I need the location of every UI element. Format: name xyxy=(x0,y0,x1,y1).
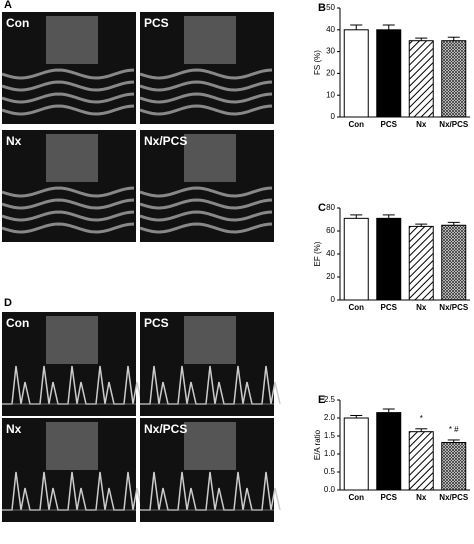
m-mode-trace xyxy=(1,68,135,116)
bar xyxy=(441,224,467,301)
y-tick-label: 60 xyxy=(326,226,335,235)
x-tick-label: Nx/PCS xyxy=(439,120,469,129)
y-tick-label: 20 xyxy=(326,272,335,281)
y-tick-label: 20 xyxy=(326,69,335,78)
echo-inset xyxy=(184,134,236,182)
y-tick-label: 0.0 xyxy=(324,485,336,494)
bar xyxy=(408,431,434,491)
echo-inset xyxy=(46,134,98,182)
y-tick-label: 40 xyxy=(326,249,335,258)
annotation: * # xyxy=(449,425,459,434)
bar xyxy=(343,417,369,491)
y-tick-label: 50 xyxy=(326,3,335,12)
annotation: * xyxy=(420,414,423,423)
image-label: Nx xyxy=(6,134,22,148)
bar xyxy=(408,40,434,118)
image-label: Con xyxy=(6,316,29,330)
bar xyxy=(376,217,402,301)
y-tick-label: 30 xyxy=(326,47,335,56)
y-axis-label: FS (%) xyxy=(313,50,322,75)
panel-label: E xyxy=(318,394,325,406)
panel-label: C xyxy=(318,202,326,214)
bar xyxy=(441,441,467,491)
y-tick-label: 2.0 xyxy=(324,413,336,422)
y-tick-label: 0.5 xyxy=(324,467,336,476)
x-tick-label: Nx/PCS xyxy=(439,303,469,312)
x-tick-label: PCS xyxy=(381,120,398,129)
bar xyxy=(343,217,369,301)
image-label: Nx xyxy=(6,422,22,436)
echo-inset xyxy=(184,316,236,364)
x-tick-label: Con xyxy=(348,493,364,502)
m-mode-trace xyxy=(1,186,135,234)
y-tick-label: 0 xyxy=(331,295,336,304)
panel-label: B xyxy=(318,2,326,14)
y-tick-label: 0 xyxy=(331,112,336,121)
echo-inset xyxy=(46,16,98,64)
y-tick-label: 10 xyxy=(326,90,335,99)
image-label: Nx/PCS xyxy=(144,422,187,436)
x-tick-label: Nx xyxy=(416,303,427,312)
bar xyxy=(408,225,434,301)
bar xyxy=(376,29,402,118)
x-tick-label: Con xyxy=(348,120,364,129)
panel-label: D xyxy=(4,297,12,309)
image-label: PCS xyxy=(144,316,169,330)
x-tick-label: Nx xyxy=(416,120,427,129)
y-tick-label: 2.5 xyxy=(324,395,336,404)
echo-inset xyxy=(46,316,98,364)
y-axis-label: EF (%) xyxy=(313,241,322,266)
m-mode-trace xyxy=(139,68,273,116)
bar xyxy=(376,412,402,491)
x-tick-label: Nx/PCS xyxy=(439,493,469,502)
x-tick-label: PCS xyxy=(381,493,398,502)
x-tick-label: Nx xyxy=(416,493,427,502)
panel-label: A xyxy=(4,0,12,11)
image-label: PCS xyxy=(144,16,169,30)
x-tick-label: Con xyxy=(348,303,364,312)
y-tick-label: 1.5 xyxy=(324,431,336,440)
x-tick-label: PCS xyxy=(381,303,398,312)
echo-inset xyxy=(46,422,98,470)
m-mode-trace xyxy=(139,186,273,234)
y-tick-label: 40 xyxy=(326,25,335,34)
y-axis-label: E/A ratio xyxy=(313,429,322,460)
echo-inset xyxy=(184,422,236,470)
bar xyxy=(343,29,369,118)
y-tick-label: 80 xyxy=(326,203,335,212)
y-tick-label: 1.0 xyxy=(324,449,336,458)
echo-inset xyxy=(184,16,236,64)
bar xyxy=(441,40,467,118)
image-label: Con xyxy=(6,16,29,30)
image-label: Nx/PCS xyxy=(144,134,187,148)
